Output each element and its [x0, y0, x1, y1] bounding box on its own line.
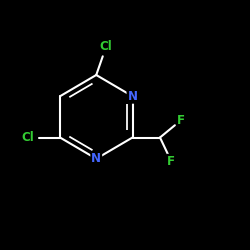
Text: Cl: Cl [100, 40, 112, 53]
Text: N: N [91, 152, 101, 165]
Text: N: N [128, 90, 138, 103]
Text: F: F [167, 155, 175, 168]
Text: F: F [177, 114, 185, 126]
Text: Cl: Cl [21, 131, 34, 144]
